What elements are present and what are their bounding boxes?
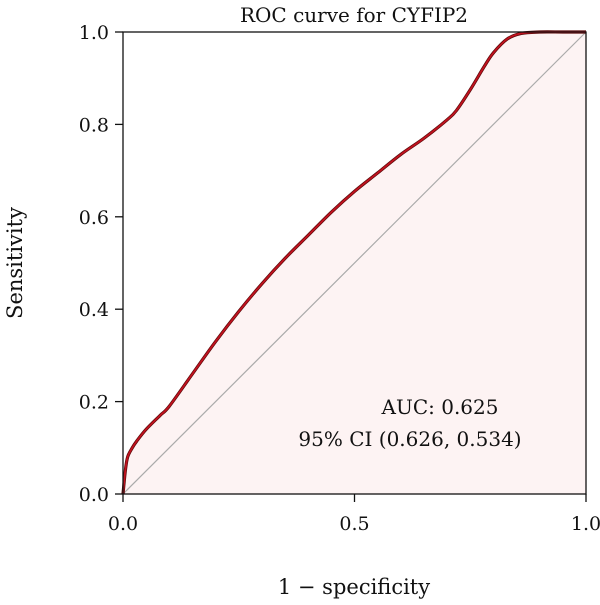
x-tick-label: 0.5 — [339, 513, 369, 535]
x-axis-label: 1 − specificity — [278, 575, 430, 599]
y-tick-label: 0.6 — [79, 207, 109, 229]
auc-annotation: AUC: 0.625 — [381, 395, 499, 419]
y-tick-label: 0.8 — [79, 114, 109, 136]
y-axis: 0.0 0.2 0.4 0.6 0.8 1.0 — [79, 22, 123, 506]
ci-annotation: 95% CI (0.626, 0.534) — [298, 427, 521, 451]
y-tick-label: 0.4 — [79, 299, 109, 321]
x-axis: 0.0 0.5 1.0 — [108, 494, 600, 535]
x-tick-label: 0.0 — [108, 513, 138, 535]
chart-title: ROC curve for CYFIP2 — [240, 3, 468, 27]
y-tick-label: 1.0 — [79, 22, 109, 44]
y-tick-label: 0.0 — [79, 484, 109, 506]
roc-curve-line — [122, 30, 586, 495]
y-tick-label: 0.2 — [79, 392, 109, 414]
diagonal-reference-line — [122, 31, 587, 495]
x-tick-label: 1.0 — [571, 513, 600, 535]
plot-area — [121, 30, 587, 495]
y-axis-label: Sensitivity — [3, 207, 27, 319]
